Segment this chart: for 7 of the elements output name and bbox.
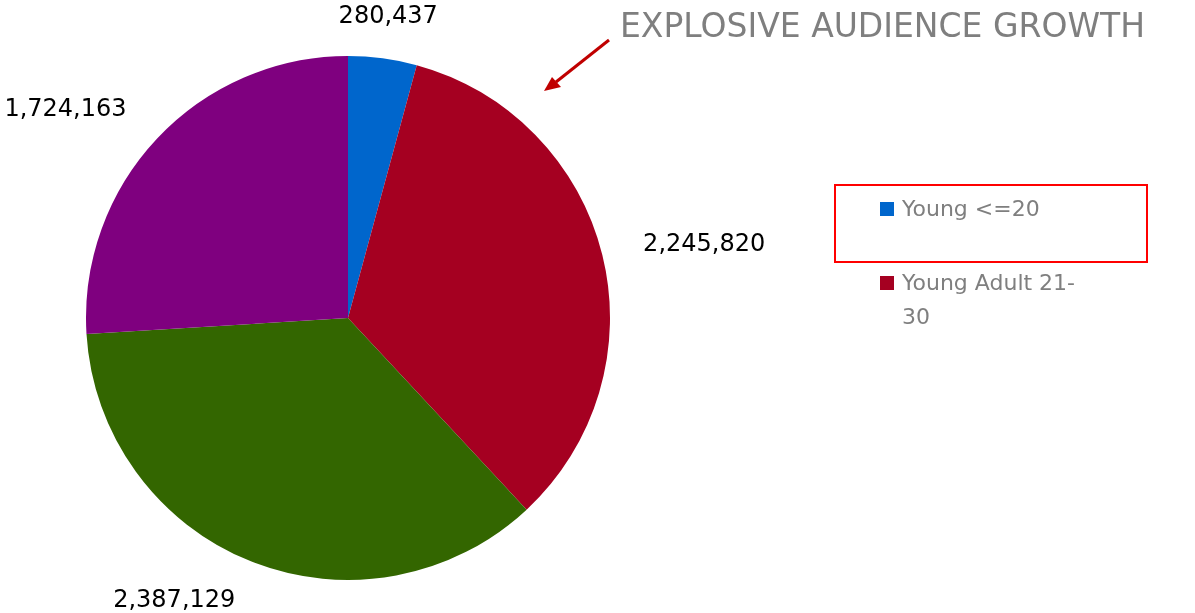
legend-label: Young <=20 [902, 195, 1040, 223]
data-label: 2,387,129 [113, 584, 236, 613]
chart-title: EXPLOSIVE AUDIENCE GROWTH [620, 6, 1146, 45]
data-label: 280,437 [338, 0, 438, 29]
data-label: 1,724,163 [4, 93, 127, 122]
legend-label: Young Adult 21-30 [902, 269, 1077, 331]
data-label: 2,245,820 [643, 229, 766, 258]
